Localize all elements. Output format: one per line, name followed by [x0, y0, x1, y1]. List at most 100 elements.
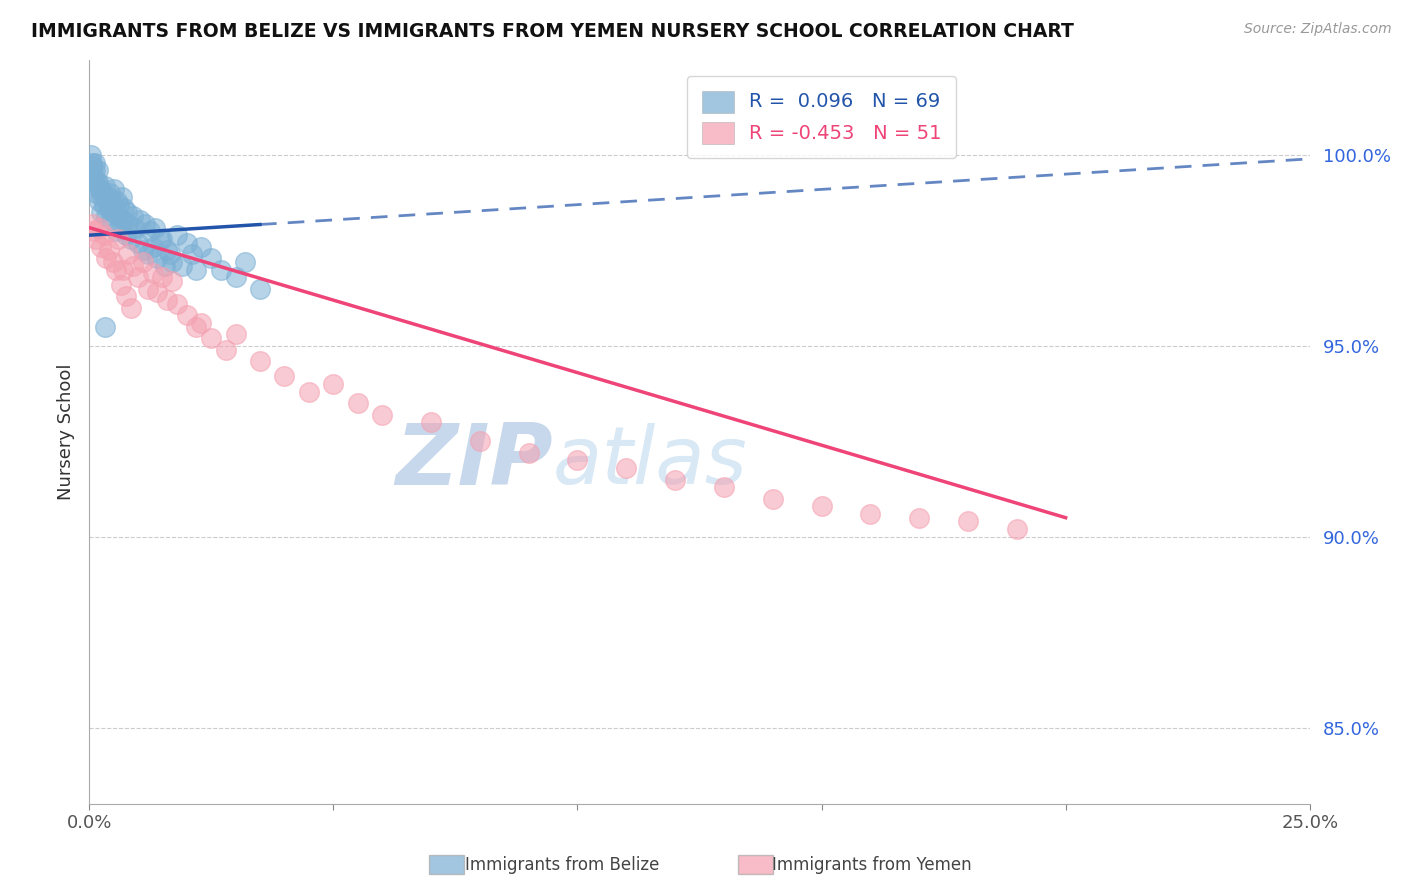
Point: [156, 244, 179, 258]
Text: Immigrants from Yemen: Immigrants from Yemen: [772, 856, 972, 874]
Point: [225, 327, 247, 342]
Point: [132, 255, 155, 269]
Point: [567, 453, 589, 467]
Point: [215, 343, 238, 357]
Point: [110, 277, 132, 292]
Point: [153, 259, 176, 273]
Point: [908, 510, 931, 524]
Point: [114, 228, 136, 243]
Point: [110, 220, 132, 235]
Point: [200, 331, 222, 345]
Point: [186, 262, 208, 277]
Point: [322, 377, 344, 392]
Point: [129, 213, 152, 227]
Point: [146, 285, 169, 300]
Point: [190, 316, 212, 330]
Point: [107, 232, 129, 246]
Point: [114, 289, 136, 303]
Point: [111, 190, 134, 204]
Point: [141, 240, 163, 254]
Point: [176, 235, 198, 250]
FancyBboxPatch shape: [429, 855, 464, 874]
Point: [186, 319, 208, 334]
Point: [96, 251, 118, 265]
Point: [810, 500, 832, 514]
Point: [80, 160, 103, 174]
Point: [159, 247, 181, 261]
Point: [170, 259, 193, 273]
Point: [103, 205, 125, 219]
Point: [298, 384, 321, 399]
Point: [122, 209, 145, 223]
Point: [89, 182, 111, 196]
Point: [190, 240, 212, 254]
Point: [112, 262, 135, 277]
Point: [120, 301, 142, 315]
Point: [117, 217, 139, 231]
Point: [103, 182, 125, 196]
Point: [87, 163, 110, 178]
Point: [136, 282, 159, 296]
Point: [160, 255, 183, 269]
Point: [419, 415, 441, 429]
Point: [614, 461, 637, 475]
Point: [84, 155, 107, 169]
Point: [346, 396, 368, 410]
Point: [160, 274, 183, 288]
Point: [122, 259, 145, 273]
Point: [176, 309, 198, 323]
Point: [93, 197, 115, 211]
Point: [859, 507, 882, 521]
Point: [90, 190, 112, 204]
Point: [87, 175, 110, 189]
Text: IMMIGRANTS FROM BELIZE VS IMMIGRANTS FROM YEMEN NURSERY SCHOOL CORRELATION CHART: IMMIGRANTS FROM BELIZE VS IMMIGRANTS FRO…: [31, 22, 1074, 41]
Point: [166, 297, 188, 311]
Point: [233, 255, 256, 269]
Point: [371, 408, 394, 422]
Point: [82, 167, 104, 181]
Legend: R =  0.096   N = 69, R = -0.453   N = 51: R = 0.096 N = 69, R = -0.453 N = 51: [688, 76, 956, 158]
Point: [90, 205, 112, 219]
Point: [139, 224, 162, 238]
Point: [100, 213, 122, 227]
Point: [105, 194, 128, 208]
Point: [150, 270, 173, 285]
Text: atlas: atlas: [553, 423, 748, 500]
Point: [107, 209, 129, 223]
Point: [664, 473, 686, 487]
Point: [762, 491, 785, 506]
Point: [134, 217, 156, 231]
Point: [200, 251, 222, 265]
Point: [713, 480, 735, 494]
Point: [132, 244, 155, 258]
Point: [149, 232, 172, 246]
Point: [273, 369, 295, 384]
Point: [1005, 522, 1028, 536]
Point: [156, 293, 179, 307]
Point: [141, 266, 163, 280]
Point: [120, 232, 142, 246]
Point: [86, 186, 108, 201]
Point: [97, 202, 120, 216]
Point: [93, 178, 115, 193]
Y-axis label: Nursery School: Nursery School: [58, 364, 75, 500]
Point: [136, 247, 159, 261]
Point: [98, 186, 121, 201]
Point: [166, 228, 188, 243]
Point: [97, 244, 120, 258]
Point: [112, 213, 135, 227]
Point: [249, 282, 271, 296]
Point: [517, 446, 540, 460]
Point: [87, 220, 110, 235]
Point: [86, 232, 108, 246]
Point: [127, 270, 149, 285]
Point: [115, 205, 138, 219]
Point: [80, 155, 103, 169]
Point: [89, 182, 111, 196]
Point: [104, 262, 127, 277]
Point: [97, 190, 120, 204]
Point: [84, 163, 107, 178]
Point: [104, 224, 127, 238]
Text: Immigrants from Belize: Immigrants from Belize: [465, 856, 659, 874]
Point: [249, 354, 271, 368]
